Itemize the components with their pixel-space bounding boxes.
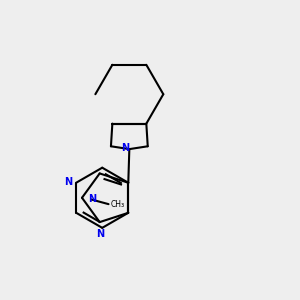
Text: N: N — [121, 143, 129, 153]
Text: N: N — [96, 229, 104, 239]
Text: N: N — [88, 194, 97, 204]
Text: N: N — [64, 177, 73, 187]
Text: CH₃: CH₃ — [110, 200, 124, 208]
